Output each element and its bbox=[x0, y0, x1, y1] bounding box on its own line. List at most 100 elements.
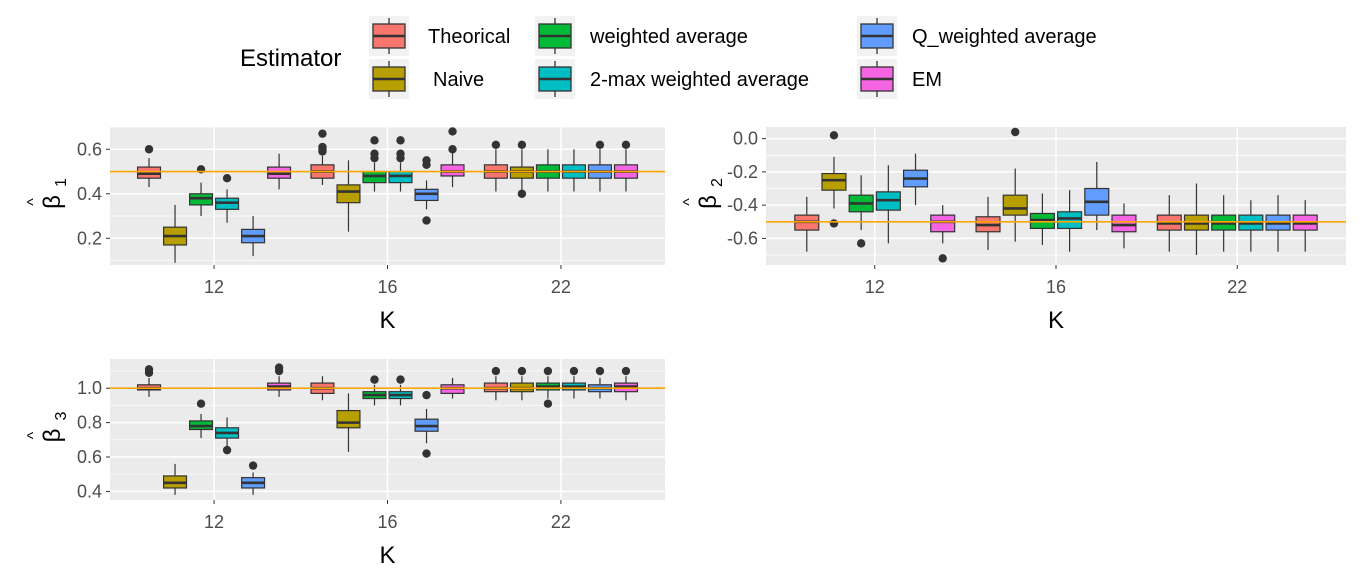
x-tick-label: 22 bbox=[551, 512, 571, 532]
outlier-point bbox=[422, 449, 431, 458]
y-tick-label: 0.4 bbox=[77, 184, 102, 204]
x-tick-label: 22 bbox=[1227, 277, 1247, 297]
outlier-point bbox=[318, 129, 327, 138]
boxplot-naive bbox=[1183, 183, 1210, 256]
outlier-point bbox=[621, 366, 631, 376]
y-axis-subscript: 3 bbox=[53, 412, 70, 421]
boxplot-q-weighted-average bbox=[241, 461, 266, 495]
outlier-point bbox=[448, 145, 457, 154]
outlier-point bbox=[517, 140, 527, 150]
y-axis-hat: ^ bbox=[681, 198, 698, 206]
boxplot-naive bbox=[336, 160, 361, 232]
boxplot-em bbox=[267, 363, 292, 397]
x-tick-label: 16 bbox=[377, 277, 397, 297]
boxplot-weighted-average bbox=[1211, 195, 1237, 252]
outlier-point bbox=[396, 136, 405, 145]
boxplot-q-weighted-average bbox=[1084, 161, 1110, 231]
y-tick-label: 0.6 bbox=[77, 139, 102, 159]
boxplot-em bbox=[613, 366, 639, 401]
x-tick-label: 12 bbox=[204, 512, 224, 532]
outlier-point bbox=[222, 173, 232, 183]
boxplot-weighted-average bbox=[535, 366, 560, 408]
boxplot-em bbox=[1111, 203, 1137, 249]
y-tick-label: 1.0 bbox=[77, 378, 102, 398]
y-axis-symbol: β bbox=[39, 429, 66, 443]
y-tick-label: -0.2 bbox=[727, 162, 758, 182]
outlier-point bbox=[491, 366, 501, 376]
x-axis-title: K bbox=[379, 307, 395, 334]
boxplot-naive bbox=[162, 463, 188, 495]
outlier-point bbox=[370, 136, 379, 145]
legend-label: 2-max weighted average bbox=[590, 69, 809, 91]
boxplot-2-max-weighted-average bbox=[1057, 190, 1083, 252]
outlier-point bbox=[448, 127, 457, 136]
box bbox=[930, 214, 956, 233]
boxplot-2-max-weighted-average bbox=[561, 366, 586, 399]
outlier-point bbox=[517, 366, 527, 376]
y-tick-label: -0.4 bbox=[727, 195, 758, 215]
boxplot-weighted-average bbox=[362, 136, 387, 192]
panel-beta1: 0.2 0.4 0.6 12 16 22 Kβ^ 1 bbox=[25, 126, 665, 334]
outlier-point bbox=[595, 366, 605, 376]
outlier-point bbox=[318, 142, 327, 152]
legend-label: weighted average bbox=[589, 26, 748, 48]
boxplot-naive bbox=[336, 393, 361, 452]
y-axis-hat: ^ bbox=[25, 198, 42, 206]
outlier-point bbox=[543, 399, 553, 408]
outlier-point bbox=[938, 254, 947, 263]
boxplot-q-weighted-average bbox=[902, 153, 929, 206]
outlier-point bbox=[422, 156, 431, 165]
box bbox=[336, 409, 361, 429]
boxplot-2-max-weighted-average bbox=[875, 165, 901, 244]
boxplot-q-weighted-average bbox=[241, 216, 266, 257]
boxplot-2-max-weighted-average bbox=[1238, 200, 1264, 252]
outlier-point bbox=[144, 145, 154, 154]
outlier-point bbox=[422, 216, 431, 225]
outlier-point bbox=[370, 375, 379, 384]
legend: Estimator Theorical Naive weighted average… bbox=[240, 16, 1097, 99]
y-axis-hat: ^ bbox=[25, 431, 42, 439]
legend-label: EM bbox=[912, 69, 942, 91]
outlier-point bbox=[396, 149, 405, 158]
boxplot-theorical bbox=[136, 145, 162, 188]
boxplot-weighted-average bbox=[189, 399, 214, 439]
box bbox=[821, 172, 847, 191]
boxplot-2-max-weighted-average bbox=[215, 417, 240, 455]
boxplot-q-weighted-average bbox=[1265, 195, 1291, 252]
boxplot-em bbox=[1292, 200, 1318, 252]
box bbox=[1002, 194, 1028, 216]
legend-label: Naive bbox=[433, 69, 484, 91]
x-tick-label: 12 bbox=[204, 277, 224, 297]
y-axis-symbol: β bbox=[39, 195, 66, 209]
outlier-point bbox=[829, 131, 839, 140]
outlier-point bbox=[856, 239, 866, 248]
y-tick-label: 0.8 bbox=[77, 413, 102, 433]
outlier-point bbox=[196, 399, 206, 408]
boxplot-2-max-weighted-average bbox=[388, 375, 413, 406]
outlier-point bbox=[543, 366, 553, 376]
box bbox=[1057, 211, 1083, 230]
boxplot-theorical bbox=[975, 196, 1001, 251]
outlier-point bbox=[396, 375, 405, 384]
boxplot-weighted-average bbox=[1029, 193, 1055, 246]
panel-beta3: 0.4 0.6 0.8 1.0 12 16 22 Kβ^ 3 bbox=[25, 359, 665, 569]
legend-label: Q_weighted average bbox=[912, 26, 1097, 48]
boxplot-naive bbox=[821, 131, 847, 228]
x-tick-label: 16 bbox=[377, 512, 397, 532]
outlier-point bbox=[248, 461, 258, 470]
y-tick-label: 0.2 bbox=[77, 228, 102, 248]
x-axis-title: K bbox=[379, 542, 395, 569]
outlier-point bbox=[569, 366, 579, 376]
box bbox=[1111, 214, 1137, 233]
outlier-point bbox=[274, 363, 284, 372]
y-axis-symbol: β bbox=[695, 195, 722, 209]
x-tick-label: 16 bbox=[1046, 277, 1066, 297]
box bbox=[336, 184, 361, 204]
boxplot-em bbox=[267, 153, 292, 190]
boxplot-naive bbox=[162, 204, 188, 263]
boxplot-theorical bbox=[1156, 195, 1182, 252]
y-axis-title: β^ 1 bbox=[25, 178, 70, 209]
boxplot-weighted-average bbox=[848, 175, 874, 248]
outlier-point bbox=[829, 219, 839, 228]
y-tick-label: -0.6 bbox=[727, 228, 758, 248]
